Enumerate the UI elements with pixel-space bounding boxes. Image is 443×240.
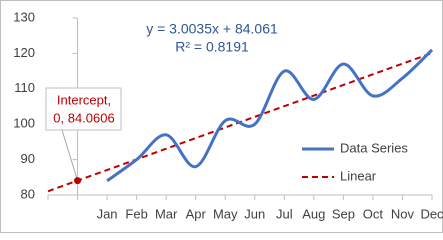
x-tick-label: Feb: [125, 206, 147, 221]
y-tick-label: 80: [21, 186, 35, 201]
x-tick-label: Sep: [332, 206, 355, 221]
x-tick-label: Apr: [186, 206, 207, 221]
annotation-text: 0, 84.0606: [53, 110, 114, 125]
trend-r-squared: R² = 0.8191: [175, 39, 249, 55]
x-tick-label: Aug: [302, 206, 325, 221]
x-tick-label: Nov: [391, 206, 415, 221]
annotation-leader: [61, 129, 79, 181]
x-tick-label: Dec: [420, 206, 443, 221]
x-tick-label: May: [213, 206, 238, 221]
legend-label: Data Series: [340, 140, 408, 155]
y-tick-label: 110: [14, 80, 35, 95]
y-tick-label: 130: [13, 9, 35, 24]
x-tick-label: Jul: [276, 206, 293, 221]
legend-label: Linear: [340, 168, 377, 183]
page: 80 90 100 110 120 130 Jan Feb Mar Apr May Jun Jul Aug…: [0, 0, 443, 233]
y-tick-label: 120: [13, 45, 35, 60]
trend-equation: y = 3.0035x + 84.061: [146, 21, 278, 37]
annotation-point: [74, 177, 82, 185]
data-line: [106, 48, 434, 183]
x-tick-label: Oct: [363, 206, 384, 221]
chart: 80 90 100 110 120 130 Jan Feb Mar Apr May Jun Jul Aug…: [0, 0, 443, 233]
annotation-box: [45, 87, 122, 131]
y-tick-label: 100: [13, 116, 35, 131]
y-tick-label: 90: [21, 151, 35, 166]
x-tick-label: Mar: [155, 206, 178, 221]
x-tick-label: Jan: [97, 206, 118, 221]
annotation-text: Intercept,: [57, 92, 111, 107]
x-tick-label: Jun: [244, 206, 265, 221]
